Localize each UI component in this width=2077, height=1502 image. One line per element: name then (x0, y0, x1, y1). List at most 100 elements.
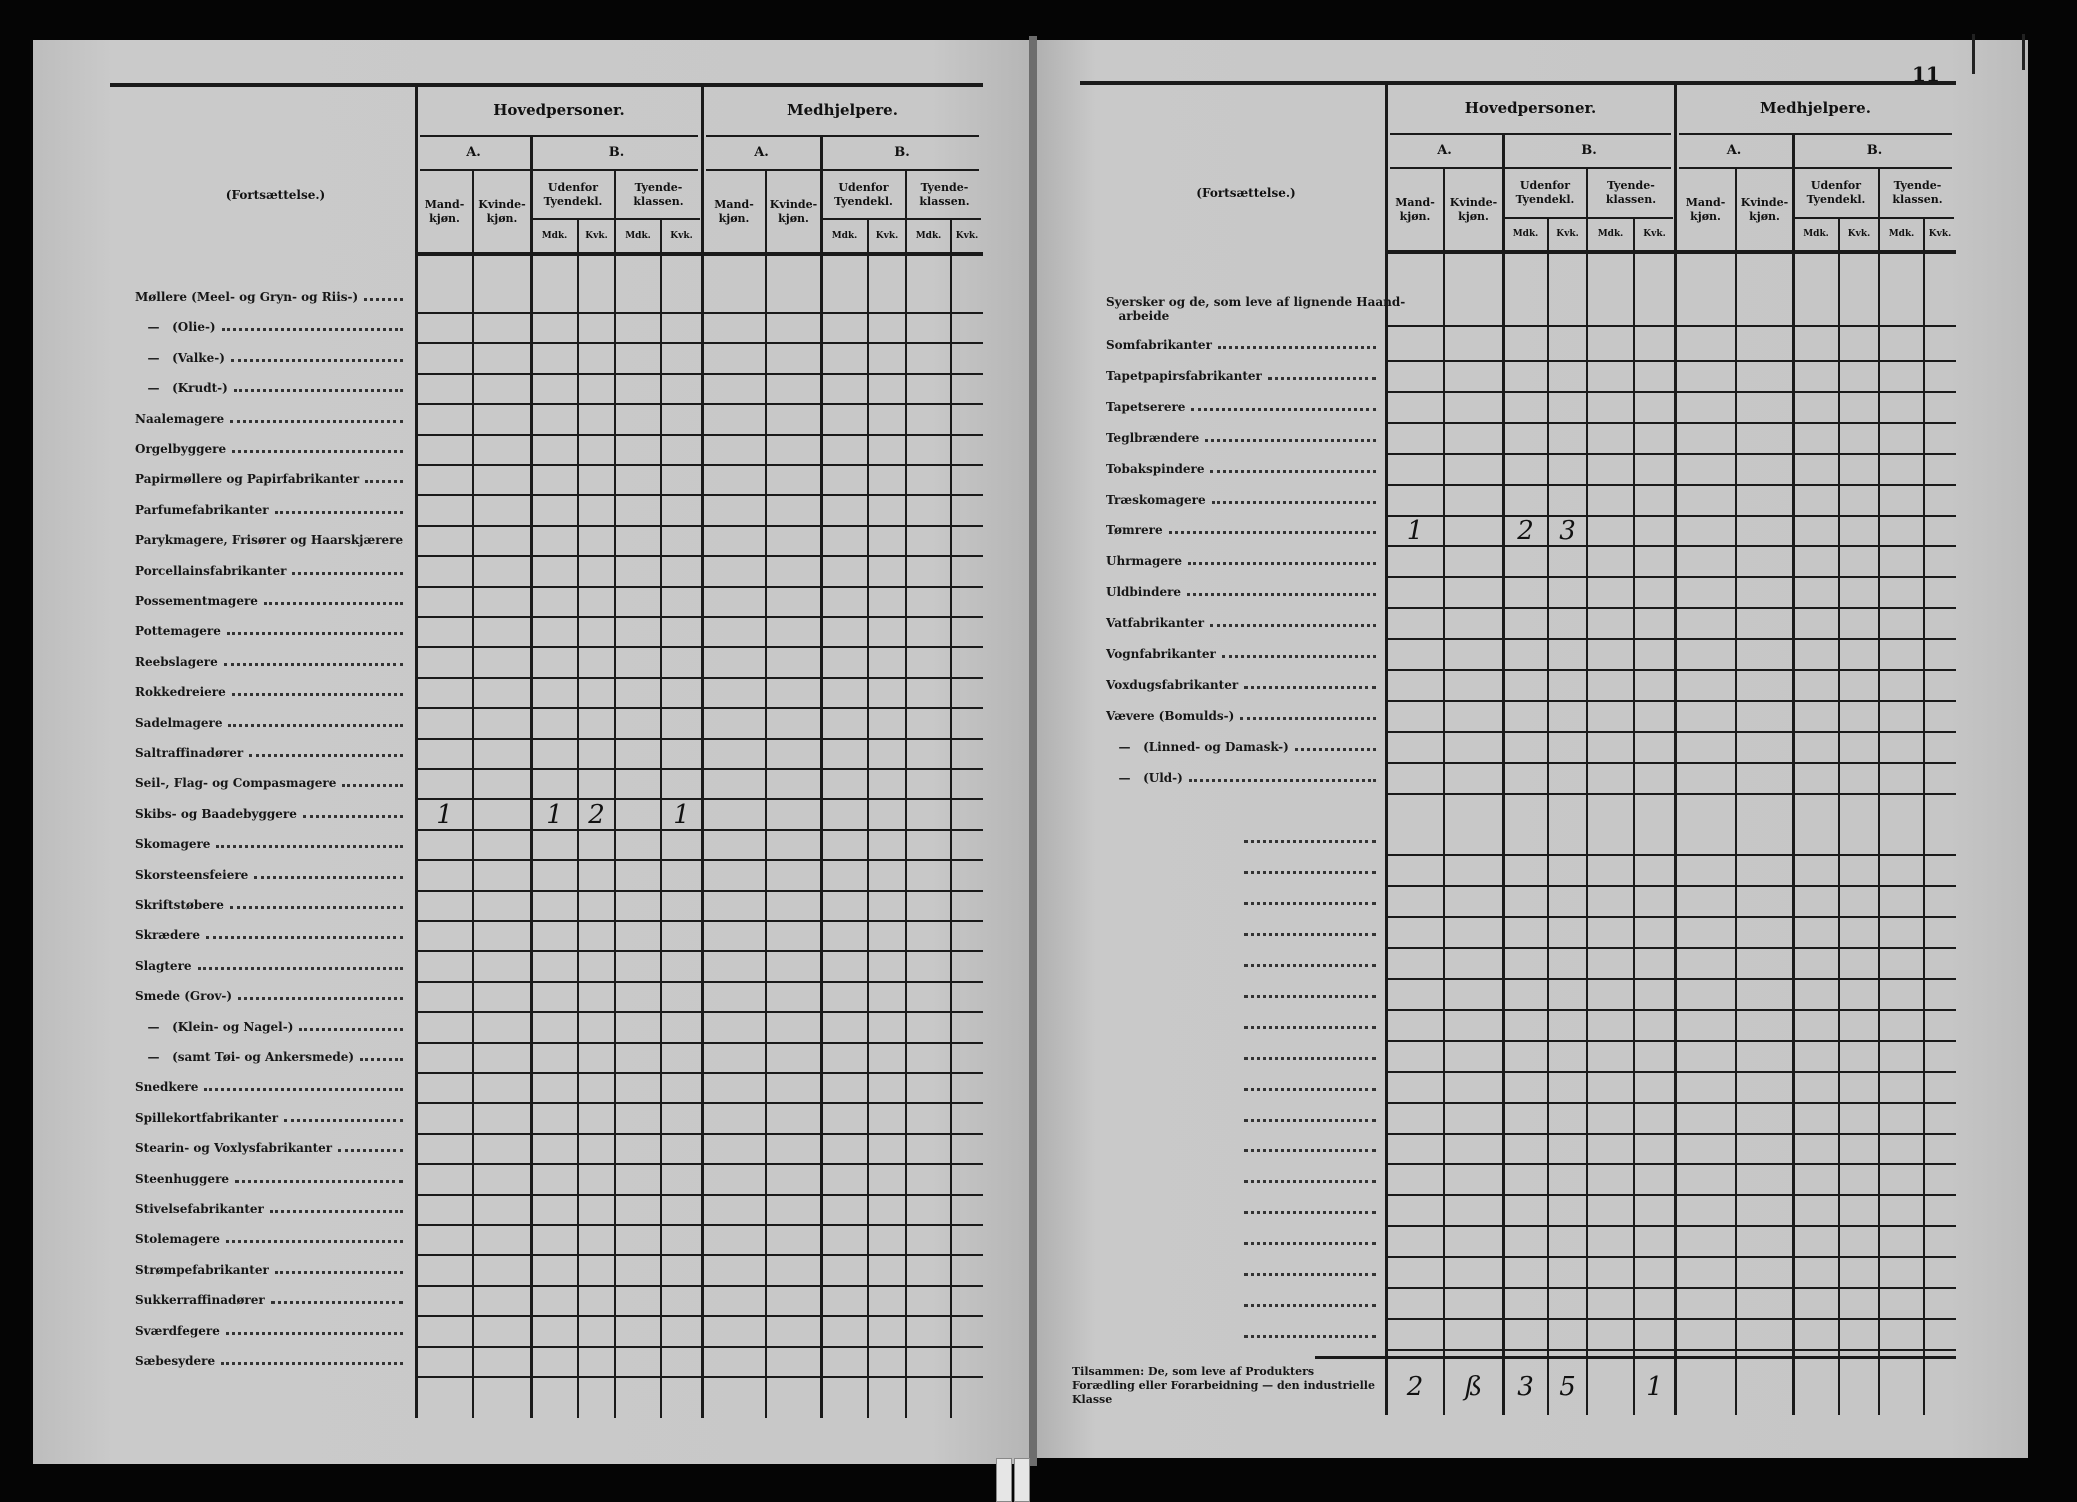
dot-leader (1210, 469, 1376, 473)
row-rule (416, 616, 983, 618)
row-label: Smede (Grov-) (135, 985, 405, 1003)
row-rule (416, 433, 983, 436)
row-label-text: Voxdugsfabrikanter (1106, 677, 1239, 692)
column-rule (660, 219, 662, 1418)
header-bottom-rule (1386, 250, 1956, 254)
row-label: Skomagere (135, 833, 405, 851)
group-header-medhjelpere: Medhjelpere. (1760, 99, 1871, 118)
row-label: Uldbindere (1106, 581, 1378, 599)
row-label: Stolemagere (135, 1228, 405, 1246)
row-label-text: Snedkere (135, 1080, 199, 1095)
row-rule (1386, 514, 1956, 517)
blank-row-leader (1238, 921, 1378, 939)
row-label-text: Possementmagere (135, 594, 258, 608)
dot-leader (221, 328, 403, 332)
col-header-kvindekjon: Kvinde- kjøn. (1449, 196, 1498, 223)
row-label: Møllere (Meel- og Gryn- og Riis-) (135, 286, 405, 304)
row-rule (1386, 545, 1956, 548)
dot-leader (235, 1179, 403, 1183)
column-rule (1838, 218, 1840, 1415)
row-rule (1386, 730, 1956, 733)
blank-row-leader (1238, 828, 1378, 846)
col-header-mdk: Mdk. (1512, 229, 1539, 240)
row-label-text: Skomagere (135, 837, 211, 852)
row-label: Naalemagere (135, 408, 405, 426)
dot-leader (274, 1270, 403, 1274)
row-label-text: Vognfabrikanter (1106, 647, 1216, 661)
dot-leader (226, 632, 403, 636)
dot-leader (1205, 438, 1376, 442)
row-rule (1386, 854, 1956, 857)
row-rule (416, 494, 983, 497)
row-label-text: Tømrere (1106, 523, 1163, 538)
total-count: 3 (1517, 1372, 1534, 1402)
row-rule (1386, 483, 1956, 486)
header-bottom-rule (416, 252, 983, 256)
col-header-kvk: Kvk. (1928, 229, 1952, 240)
dot-leader (274, 510, 403, 514)
blank-row-leader (1238, 1323, 1378, 1341)
header-rule (706, 169, 979, 171)
row-label-text: Papirmøllere og Papirfabrikanter (135, 472, 360, 487)
col-header-tyendeklassen: Tyende- klassen. (1892, 179, 1943, 206)
row-label-text: Tapetpapirsfabrikanter (1106, 368, 1262, 383)
row-label: Pottemagere (135, 620, 405, 638)
row-label: Uhrmagere (1106, 550, 1378, 568)
row-label-text: — (Klein- og Nagel-) (135, 1019, 294, 1034)
row-label-text: Strømpefabrikanter (135, 1262, 269, 1277)
row-label: Teglbrændere (1106, 427, 1378, 445)
column-rule (700, 85, 704, 1418)
row-label: Tapetpapirsfabrikanter (1106, 365, 1378, 383)
row-rule (1386, 1039, 1956, 1042)
row-label: Strømpefabrikanter (135, 1259, 405, 1277)
col-header-kvk: Kvk. (670, 230, 693, 241)
row-rule (416, 768, 983, 770)
column-rule (614, 170, 616, 1418)
row-label: Orgelbyggere (135, 438, 405, 456)
row-rule (416, 403, 983, 406)
group-header-hovedpersoner: Hovedpersoner. (493, 101, 625, 120)
blank-row-leader (1238, 983, 1378, 1001)
row-rule (416, 1072, 983, 1074)
row-label-text: — (Uld-) (1106, 770, 1183, 785)
column-rule (1384, 83, 1388, 1415)
row-rule (1386, 1070, 1956, 1073)
row-rule (1386, 638, 1956, 641)
top-rule (110, 83, 983, 87)
col-header-kvindekjon: Kvinde- kjøn. (769, 198, 818, 225)
row-rule (416, 342, 983, 345)
row-label: — (samt Tøi- og Ankersmede) (135, 1046, 405, 1064)
row-label: Vatfabrikanter (1106, 612, 1378, 630)
totals-rule (1315, 1355, 1956, 1359)
row-label-text: — (Krudt-) (135, 381, 228, 396)
row-label-text: Porcellainsfabrikanter (135, 563, 287, 578)
column-rule (472, 170, 474, 1418)
dot-leader (284, 1118, 403, 1122)
col-header-mdk: Mdk. (1597, 229, 1624, 240)
dot-leader (197, 966, 403, 970)
dot-leader (302, 814, 403, 818)
column-rule (1878, 168, 1880, 1415)
row-rule (416, 1224, 983, 1226)
row-label-text: Stolemagere (135, 1232, 220, 1247)
dot-leader (225, 1331, 403, 1335)
col-header-kvk: Kvk. (1556, 229, 1579, 240)
row-rule (1386, 947, 1956, 950)
section-a-header: A. (1726, 142, 1742, 158)
row-rule (1386, 669, 1956, 671)
row-rule (1386, 1348, 1956, 1351)
row-rule (416, 1315, 983, 1318)
section-a-header: A. (754, 144, 769, 160)
row-rule (1386, 360, 1956, 362)
totals-label: Tilsammen: De, som leve af Produkters Fo… (1072, 1364, 1375, 1407)
blank-row-leader (1238, 952, 1378, 970)
blank-row-leader (1238, 1292, 1378, 1310)
dot-leader (364, 298, 403, 301)
row-rule (416, 1254, 983, 1257)
row-rule (416, 585, 983, 588)
row-label: Voxdugsfabrikanter (1106, 674, 1378, 692)
total-count: 1 (1646, 1372, 1663, 1402)
row-label: Skriftstøbere (135, 894, 405, 912)
right-page (1036, 40, 2028, 1458)
blank-row-leader (1238, 859, 1378, 877)
